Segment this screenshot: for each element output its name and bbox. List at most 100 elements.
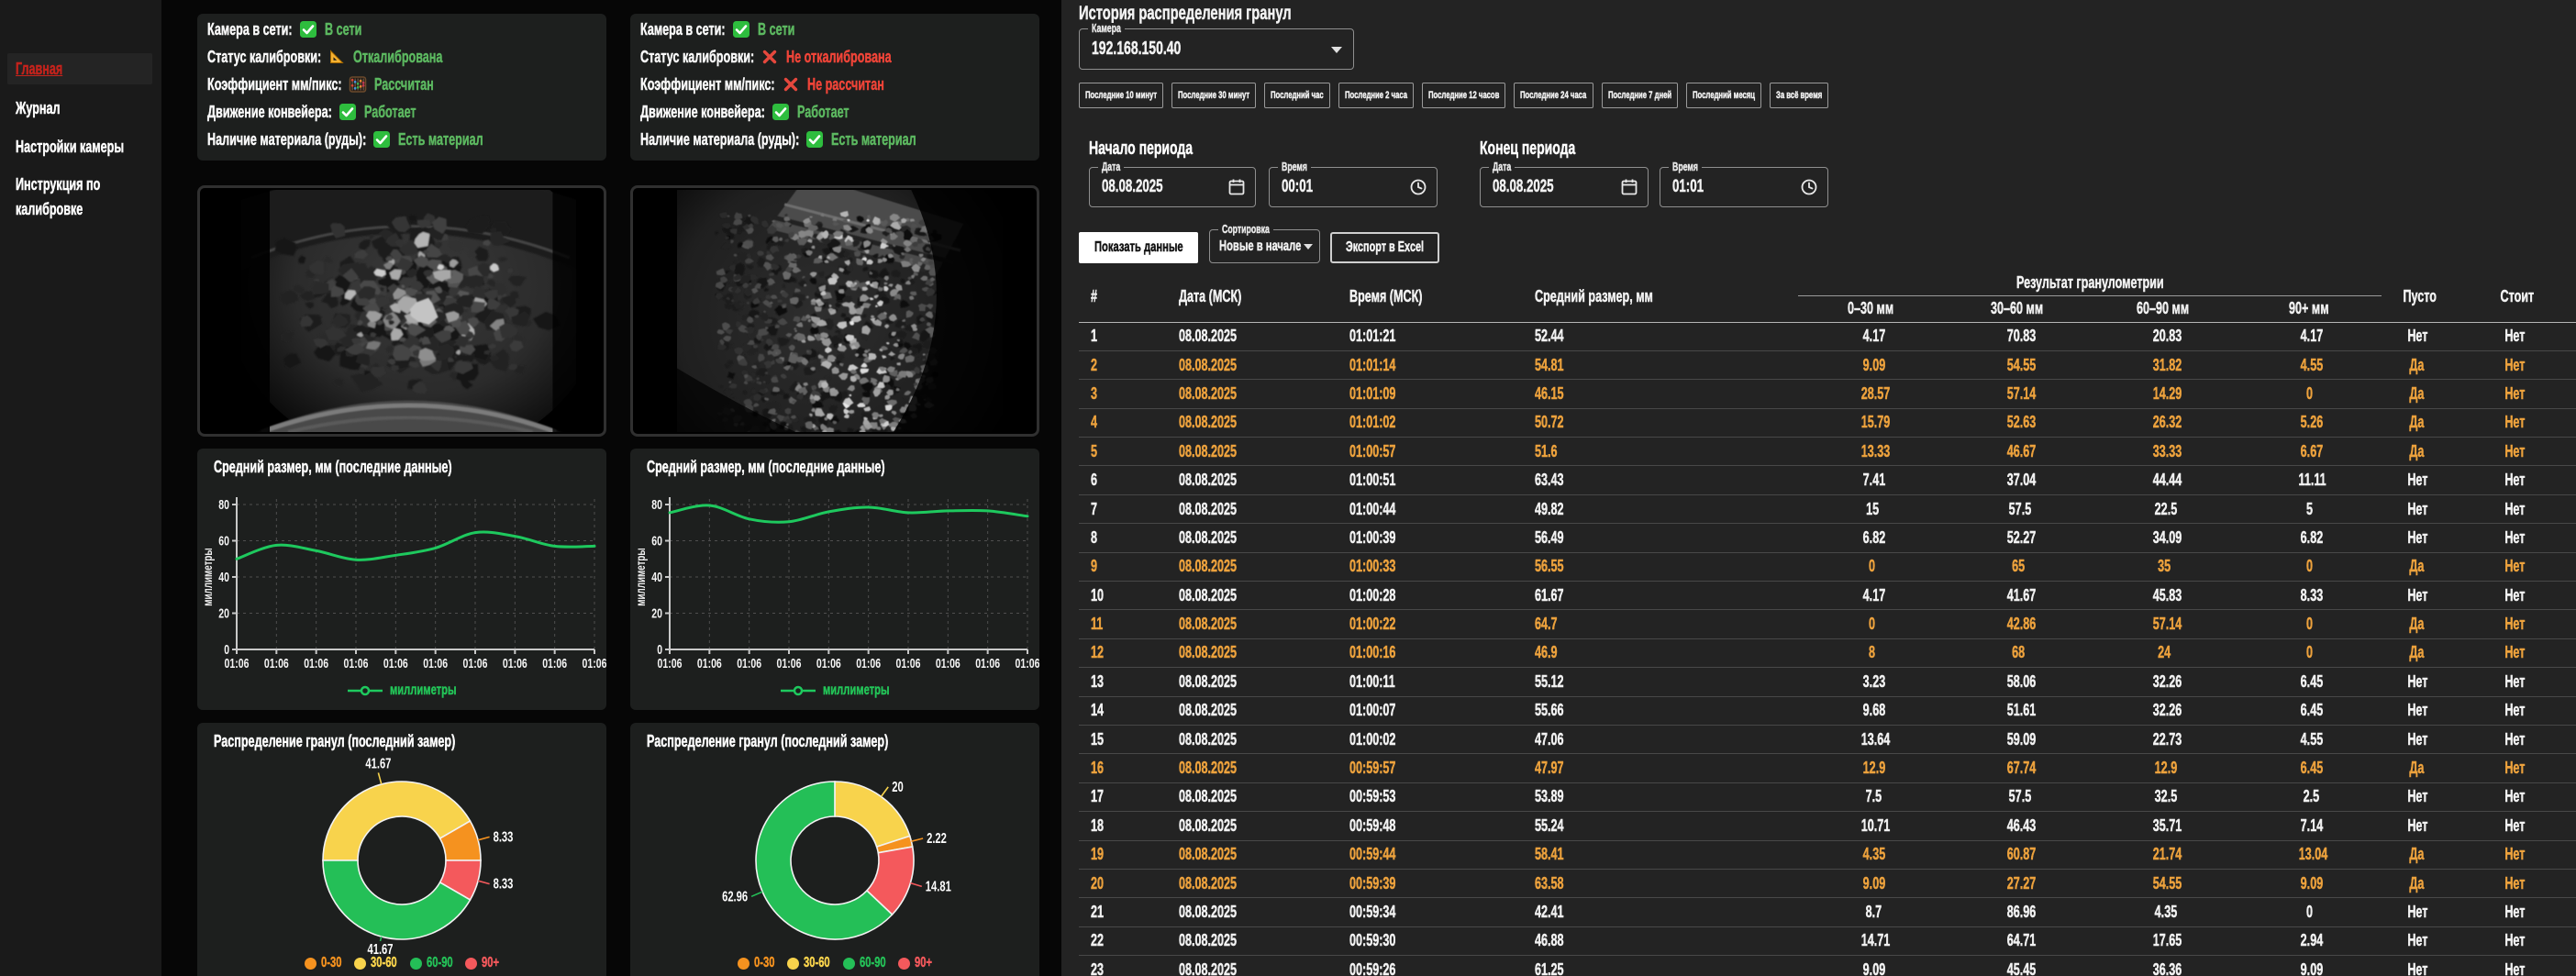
abacus-icon [349, 75, 367, 94]
table-cell: 7 [1079, 494, 1167, 525]
export-excel-button[interactable]: Экспорт в Excel [1330, 232, 1439, 263]
table-cell: 08.08.2025 [1167, 379, 1338, 409]
start-time-input[interactable]: Время 00:01 [1269, 161, 1438, 207]
donut-slice-30-60[interactable] [322, 781, 472, 861]
table-row[interactable]: 3 08.08.2025 01:01:09 46.15 28.57 57.14 14.29 0… [1079, 379, 2576, 409]
table-row[interactable]: 19 08.08.2025 00:59:44 58.41 4.35 60.87 21.74 1… [1079, 840, 2576, 870]
table-row[interactable]: 10 08.08.2025 01:00:28 61.67 4.17 41.67 45.83 8… [1079, 581, 2576, 611]
table-cell: Да [2382, 609, 2448, 639]
x-axis-tick-label: 01:06 [423, 656, 448, 671]
table-cell: 8 [1798, 638, 1944, 669]
table-row[interactable]: 12 08.08.2025 01:00:16 46.9 8 68 24 0 Да Нет [1079, 638, 2576, 669]
table-cell: Нет [2448, 955, 2576, 976]
donut-legend-item[interactable]: 90+ [898, 955, 933, 971]
end-date-input[interactable]: Дата 08.08.2025 [1480, 161, 1649, 207]
table-row[interactable]: 21 08.08.2025 00:59:34 42.41 8.7 86.96 4.35 0 Не… [1079, 897, 2576, 927]
donut-chart: 20 2.22 14.81 62.96 [722, 780, 951, 940]
camera-select[interactable]: Камера 192.168.150.40 [1079, 22, 1354, 70]
end-time-input[interactable]: Время 01:01 [1660, 161, 1828, 207]
table-row[interactable]: 8 08.08.2025 01:00:39 56.49 6.82 52.27 34.09 6.… [1079, 523, 2576, 553]
table-cell: Нет [2382, 811, 2448, 841]
line-chart-legend[interactable]: миллиметры [197, 682, 606, 699]
line-chart-legend[interactable]: миллиметры [630, 682, 1039, 699]
donut-slice-60-90[interactable] [755, 781, 894, 940]
sidebar-item-3[interactable]: Настройки камеры [0, 135, 161, 159]
donut-legend-item[interactable]: 0-30 [304, 955, 341, 971]
table-cell: 57.14 [1944, 379, 2090, 409]
table-row[interactable]: 13 08.08.2025 01:00:11 55.12 3.23 58.06 32.26 6… [1079, 667, 2576, 697]
legend-label: 30-60 [804, 955, 830, 970]
legend-dot-icon [737, 957, 749, 970]
clock-icon[interactable] [1409, 178, 1427, 196]
donut-legend-item[interactable]: 60-90 [409, 955, 453, 971]
line-series[interactable] [235, 530, 596, 561]
table-cell: 0 [1798, 609, 1944, 639]
calendar-icon[interactable] [1227, 178, 1246, 196]
sort-select[interactable]: Сортировка Новые в начале [1209, 223, 1320, 263]
range-button-3[interactable]: Последний час [1264, 83, 1330, 108]
table-row[interactable]: 16 08.08.2025 00:59:57 47.97 12.9 67.74 12.9 6.… [1079, 753, 2576, 783]
table-row[interactable]: 14 08.08.2025 01:00:07 55.66 9.68 51.61 32.26 6… [1079, 696, 2576, 726]
table-row[interactable]: 4 08.08.2025 01:01:02 50.72 15.79 52.63 26.32 5… [1079, 408, 2576, 438]
range-button-5[interactable]: Последние 12 часов [1421, 83, 1506, 108]
table-row[interactable]: 15 08.08.2025 01:00:02 47.06 13.64 59.09 22.73… [1079, 725, 2576, 755]
x-axis-tick-label: 01:06 [503, 656, 527, 671]
sidebar-item-4[interactable]: Инструкция по калибровке [0, 172, 161, 222]
table-cell: 13 [1079, 667, 1167, 697]
status-label: Наличие материала (руды): [640, 129, 800, 149]
table-row[interactable]: 23 08.08.2025 00:59:26 61.25 9.09 45.45 36.36 9… [1079, 955, 2576, 976]
table-cell: 46.15 [1523, 379, 1798, 409]
donut-legend-item[interactable]: 30-60 [354, 955, 397, 971]
sidebar-item-1[interactable]: Главная [7, 53, 152, 84]
donut-legend-item[interactable]: 90+ [465, 955, 500, 971]
table-cell: 14.71 [1798, 926, 1944, 957]
table-row[interactable]: 22 08.08.2025 00:59:30 46.88 14.71 64.71 17.65… [1079, 926, 2576, 957]
table-cell: 08.08.2025 [1167, 725, 1338, 755]
legend-label: 30-60 [371, 955, 397, 970]
table-row[interactable]: 18 08.08.2025 00:59:48 55.24 10.71 46.43 35.71… [1079, 811, 2576, 841]
start-date-input[interactable]: Дата 08.08.2025 [1089, 161, 1256, 207]
table-cell: 5.26 [2236, 408, 2382, 438]
sidebar-item-2[interactable]: Журнал [0, 96, 161, 120]
table-cell: Да [2382, 350, 2448, 381]
check-icon [299, 20, 317, 39]
status-row: Камера в сети: В сети [197, 16, 606, 43]
range-button-9[interactable]: За всё время [1769, 83, 1829, 108]
line-series[interactable] [668, 504, 1029, 524]
table-cell: 01:00:07 [1338, 696, 1523, 726]
line-chart-panel: Средний размер, мм (последние данные) 0 20… [197, 449, 606, 710]
donut-legend-item[interactable]: 0-30 [737, 955, 774, 971]
table-cell: 2.94 [2236, 926, 2382, 957]
clock-icon[interactable] [1800, 178, 1818, 196]
range-button-2[interactable]: Последние 30 минут [1171, 83, 1257, 108]
table-cell: 51.61 [1944, 696, 2090, 726]
table-cell: 08.08.2025 [1167, 811, 1338, 841]
donut-legend-item[interactable]: 30-60 [787, 955, 830, 971]
x-axis-tick-label: 01:06 [737, 656, 761, 671]
calendar-icon[interactable] [1620, 178, 1638, 196]
range-button-7[interactable]: Последние 7 дней [1601, 83, 1678, 108]
table-row[interactable]: 5 08.08.2025 01:00:57 51.6 13.33 46.67 33.33 6.… [1079, 437, 2576, 467]
range-button-4[interactable]: Последние 2 часа [1338, 83, 1414, 108]
table-row[interactable]: 17 08.08.2025 00:59:53 53.89 7.5 57.5 32.5 2.5 Н… [1079, 782, 2576, 813]
sub-column-header: 30–60 мм [1944, 295, 2090, 323]
table-cell: 08.08.2025 [1167, 581, 1338, 611]
table-row[interactable]: 6 08.08.2025 01:00:51 63.43 7.41 37.04 44.44 11… [1079, 465, 2576, 495]
table-row[interactable]: 1 08.08.2025 01:01:21 52.44 4.17 70.83 20.83 4.… [1079, 322, 2576, 351]
table-cell: 9.09 [1798, 955, 1944, 976]
show-data-button[interactable]: Показать данные [1079, 232, 1198, 263]
table-cell: 2 [1079, 350, 1167, 381]
start-date-label: Дата [1098, 161, 1125, 173]
table-cell: 7.41 [1798, 465, 1944, 495]
range-button-6[interactable]: Последние 24 часа [1514, 83, 1593, 108]
table-row[interactable]: 2 08.08.2025 01:01:14 54.81 9.09 54.55 31.82 4.… [1079, 350, 2576, 381]
range-button-8[interactable]: Последний месяц [1685, 83, 1761, 108]
table-cell: 34.09 [2090, 523, 2236, 553]
donut-slice-60-90[interactable] [322, 860, 472, 940]
table-row[interactable]: 9 08.08.2025 01:00:33 56.55 0 65 35 0 Да Нет [1079, 552, 2576, 582]
range-button-1[interactable]: Последние 10 минут [1079, 83, 1164, 108]
donut-legend-item[interactable]: 60-90 [842, 955, 886, 971]
table-row[interactable]: 20 08.08.2025 00:59:39 63.58 9.09 27.27 54.55 9… [1079, 869, 2576, 899]
table-row[interactable]: 7 08.08.2025 01:00:44 49.82 15 57.5 22.5 5 Нет Не… [1079, 494, 2576, 525]
table-row[interactable]: 11 08.08.2025 01:00:22 64.7 0 42.86 57.14 0 Да Не… [1079, 609, 2576, 639]
